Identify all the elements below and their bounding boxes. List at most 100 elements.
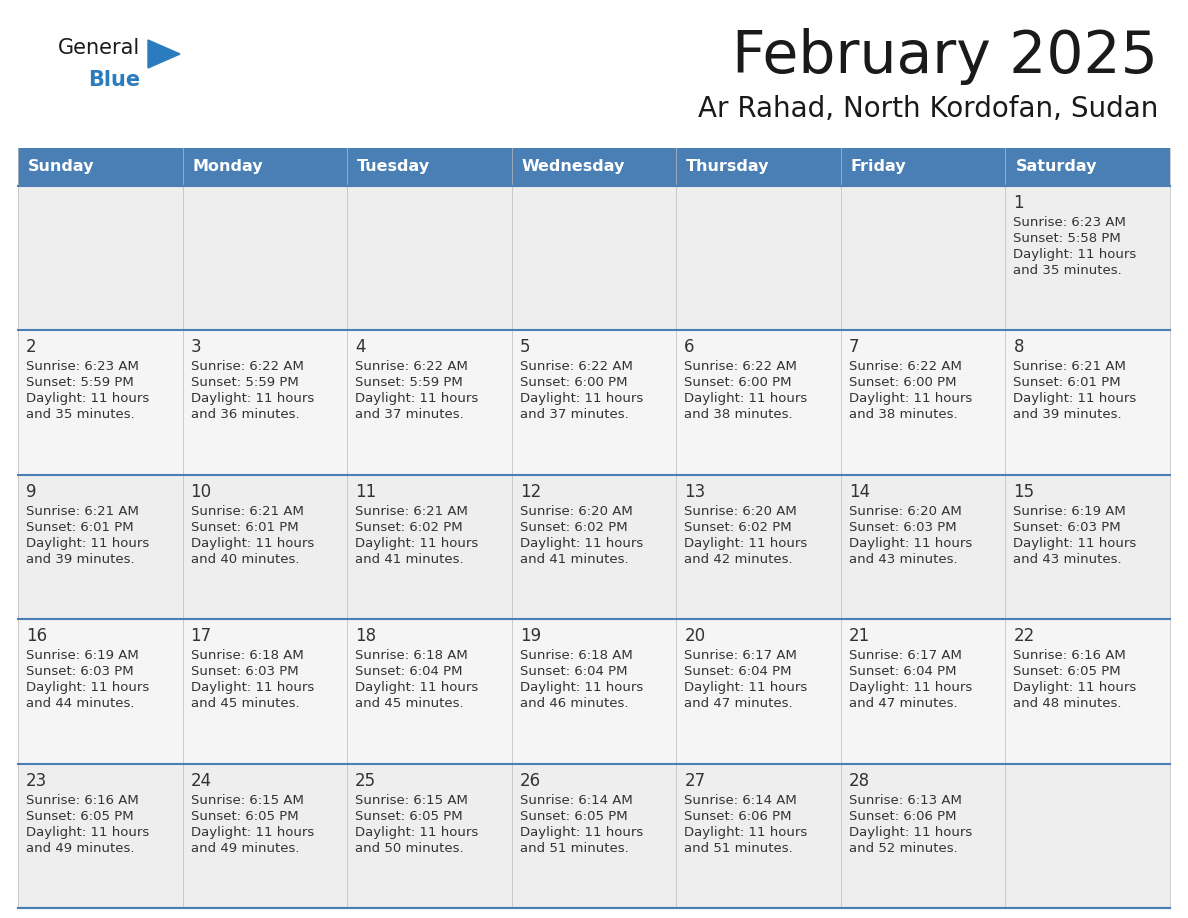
Text: and 38 minutes.: and 38 minutes. bbox=[684, 409, 792, 421]
Text: and 43 minutes.: and 43 minutes. bbox=[849, 553, 958, 565]
Text: Sunrise: 6:18 AM: Sunrise: 6:18 AM bbox=[355, 649, 468, 662]
Text: Sunrise: 6:22 AM: Sunrise: 6:22 AM bbox=[684, 361, 797, 374]
Text: and 51 minutes.: and 51 minutes. bbox=[684, 842, 794, 855]
Text: 27: 27 bbox=[684, 772, 706, 789]
Bar bbox=[1005, 764, 1170, 908]
Text: Sunset: 6:03 PM: Sunset: 6:03 PM bbox=[1013, 521, 1121, 533]
Text: Sunrise: 6:22 AM: Sunrise: 6:22 AM bbox=[849, 361, 962, 374]
Text: Sunrise: 6:21 AM: Sunrise: 6:21 AM bbox=[355, 505, 468, 518]
Text: Sunset: 6:04 PM: Sunset: 6:04 PM bbox=[355, 666, 462, 678]
Text: Sunset: 6:06 PM: Sunset: 6:06 PM bbox=[684, 810, 791, 823]
Text: Daylight: 11 hours: Daylight: 11 hours bbox=[355, 392, 479, 406]
Bar bbox=[347, 330, 512, 475]
Text: Sunrise: 6:22 AM: Sunrise: 6:22 AM bbox=[355, 361, 468, 374]
Bar bbox=[841, 764, 1005, 908]
Text: and 44 minutes.: and 44 minutes. bbox=[26, 697, 134, 711]
Text: Sunset: 5:59 PM: Sunset: 5:59 PM bbox=[355, 376, 463, 389]
Bar bbox=[512, 475, 676, 620]
Text: 8: 8 bbox=[1013, 339, 1024, 356]
Text: Daylight: 11 hours: Daylight: 11 hours bbox=[190, 392, 314, 406]
Bar bbox=[183, 475, 347, 620]
Text: Sunset: 6:02 PM: Sunset: 6:02 PM bbox=[519, 521, 627, 533]
Text: Daylight: 11 hours: Daylight: 11 hours bbox=[849, 681, 972, 694]
Text: 4: 4 bbox=[355, 339, 366, 356]
Text: 7: 7 bbox=[849, 339, 859, 356]
Text: and 37 minutes.: and 37 minutes. bbox=[519, 409, 628, 421]
Text: 3: 3 bbox=[190, 339, 201, 356]
Text: Sunday: Sunday bbox=[29, 160, 95, 174]
Text: and 37 minutes.: and 37 minutes. bbox=[355, 409, 463, 421]
Text: and 47 minutes.: and 47 minutes. bbox=[849, 697, 958, 711]
Bar bbox=[183, 764, 347, 908]
Text: Sunset: 6:03 PM: Sunset: 6:03 PM bbox=[190, 666, 298, 678]
Text: Daylight: 11 hours: Daylight: 11 hours bbox=[684, 537, 808, 550]
Text: February 2025: February 2025 bbox=[732, 28, 1158, 85]
Bar bbox=[18, 330, 183, 475]
Text: and 52 minutes.: and 52 minutes. bbox=[849, 842, 958, 855]
Text: Daylight: 11 hours: Daylight: 11 hours bbox=[684, 825, 808, 839]
Text: Sunset: 5:58 PM: Sunset: 5:58 PM bbox=[1013, 232, 1121, 245]
Text: Sunset: 6:00 PM: Sunset: 6:00 PM bbox=[684, 376, 791, 389]
Text: Sunset: 6:00 PM: Sunset: 6:00 PM bbox=[849, 376, 956, 389]
Text: and 35 minutes.: and 35 minutes. bbox=[26, 409, 134, 421]
Text: Sunset: 6:05 PM: Sunset: 6:05 PM bbox=[519, 810, 627, 823]
Text: Sunset: 6:02 PM: Sunset: 6:02 PM bbox=[355, 521, 463, 533]
Text: Sunrise: 6:17 AM: Sunrise: 6:17 AM bbox=[849, 649, 962, 662]
Text: and 38 minutes.: and 38 minutes. bbox=[849, 409, 958, 421]
Text: Daylight: 11 hours: Daylight: 11 hours bbox=[26, 681, 150, 694]
Bar bbox=[512, 186, 676, 330]
Text: Daylight: 11 hours: Daylight: 11 hours bbox=[355, 825, 479, 839]
Text: and 46 minutes.: and 46 minutes. bbox=[519, 697, 628, 711]
Text: Sunset: 6:03 PM: Sunset: 6:03 PM bbox=[849, 521, 956, 533]
Text: Sunrise: 6:16 AM: Sunrise: 6:16 AM bbox=[26, 793, 139, 807]
Text: Sunset: 6:01 PM: Sunset: 6:01 PM bbox=[1013, 376, 1121, 389]
Text: Sunset: 6:02 PM: Sunset: 6:02 PM bbox=[684, 521, 792, 533]
Text: Sunset: 6:04 PM: Sunset: 6:04 PM bbox=[519, 666, 627, 678]
Bar bbox=[183, 186, 347, 330]
Text: 23: 23 bbox=[26, 772, 48, 789]
Text: 24: 24 bbox=[190, 772, 211, 789]
Bar bbox=[347, 148, 512, 186]
Text: Sunrise: 6:22 AM: Sunrise: 6:22 AM bbox=[519, 361, 632, 374]
Bar bbox=[512, 764, 676, 908]
Text: Sunrise: 6:23 AM: Sunrise: 6:23 AM bbox=[26, 361, 139, 374]
Bar bbox=[183, 620, 347, 764]
Text: Sunrise: 6:23 AM: Sunrise: 6:23 AM bbox=[1013, 216, 1126, 229]
Bar bbox=[347, 186, 512, 330]
Text: Sunrise: 6:20 AM: Sunrise: 6:20 AM bbox=[684, 505, 797, 518]
Bar bbox=[18, 764, 183, 908]
Bar bbox=[676, 620, 841, 764]
Text: Sunrise: 6:14 AM: Sunrise: 6:14 AM bbox=[519, 793, 632, 807]
Text: Sunrise: 6:16 AM: Sunrise: 6:16 AM bbox=[1013, 649, 1126, 662]
Text: Ar Rahad, North Kordofan, Sudan: Ar Rahad, North Kordofan, Sudan bbox=[697, 95, 1158, 123]
Text: 2: 2 bbox=[26, 339, 37, 356]
Text: Daylight: 11 hours: Daylight: 11 hours bbox=[849, 392, 972, 406]
Text: Sunrise: 6:20 AM: Sunrise: 6:20 AM bbox=[519, 505, 632, 518]
Text: Sunrise: 6:21 AM: Sunrise: 6:21 AM bbox=[26, 505, 139, 518]
Text: Sunset: 5:59 PM: Sunset: 5:59 PM bbox=[190, 376, 298, 389]
Text: 28: 28 bbox=[849, 772, 870, 789]
Text: 10: 10 bbox=[190, 483, 211, 501]
Text: 20: 20 bbox=[684, 627, 706, 645]
Bar bbox=[18, 148, 183, 186]
Bar bbox=[841, 330, 1005, 475]
Bar bbox=[183, 330, 347, 475]
Text: and 45 minutes.: and 45 minutes. bbox=[190, 697, 299, 711]
Text: Thursday: Thursday bbox=[687, 160, 770, 174]
Text: 11: 11 bbox=[355, 483, 377, 501]
Text: Sunset: 6:00 PM: Sunset: 6:00 PM bbox=[519, 376, 627, 389]
Text: Sunset: 6:05 PM: Sunset: 6:05 PM bbox=[190, 810, 298, 823]
Text: 21: 21 bbox=[849, 627, 870, 645]
Text: Daylight: 11 hours: Daylight: 11 hours bbox=[849, 825, 972, 839]
Text: and 49 minutes.: and 49 minutes. bbox=[26, 842, 134, 855]
Text: 17: 17 bbox=[190, 627, 211, 645]
Text: Sunset: 6:05 PM: Sunset: 6:05 PM bbox=[26, 810, 133, 823]
Bar bbox=[841, 475, 1005, 620]
Bar bbox=[183, 148, 347, 186]
Text: and 36 minutes.: and 36 minutes. bbox=[190, 409, 299, 421]
Text: Daylight: 11 hours: Daylight: 11 hours bbox=[1013, 681, 1137, 694]
Bar bbox=[841, 148, 1005, 186]
Text: Sunrise: 6:17 AM: Sunrise: 6:17 AM bbox=[684, 649, 797, 662]
Text: Daylight: 11 hours: Daylight: 11 hours bbox=[190, 681, 314, 694]
Text: and 50 minutes.: and 50 minutes. bbox=[355, 842, 463, 855]
